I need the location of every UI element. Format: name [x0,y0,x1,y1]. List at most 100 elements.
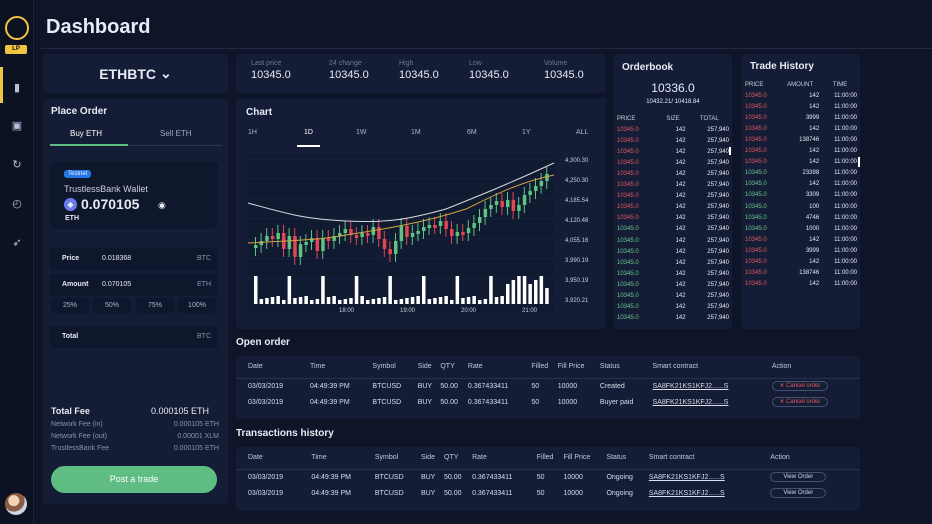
total-unit: BTC [197,333,211,340]
eth-icon: ◆ [64,198,77,211]
trade-history-table: PRICE AMOUNT TIME 10345.0 142 11:00:00 10345.0… [743,79,859,290]
cancel-order-button[interactable]: ✕ Cancel order [771,378,860,394]
table-row: 10345.0 23398 11:00:00 [743,168,859,179]
eye-icon[interactable]: ◉ [158,200,166,210]
post-trade-button[interactable]: Post a trade [51,466,217,493]
percent-25-button[interactable]: 25% [51,298,89,313]
column-header: Symbol [372,356,418,379]
column-header: Rate [467,356,532,379]
amount-value[interactable]: 0.070105 [102,281,132,288]
amount-label: Amount [62,281,89,288]
trade-price: 10345.0 [745,225,767,232]
price-value[interactable]: 0.018368 [102,255,132,262]
pair-selector[interactable]: ETHBTC ⌄ [43,54,228,93]
avatar[interactable] [5,493,27,515]
view-order-button[interactable]: View Order [770,469,860,485]
view-order-button[interactable]: View Order [770,488,827,498]
percent-100-button[interactable]: 100% [178,298,216,313]
trade-time: 11:00:00 [834,247,857,254]
order-total: 257,940 [707,215,729,222]
cancel-order-button[interactable]: ✕ Cancel order [771,381,828,392]
table-row: 10345.0 3999 11:00:00 [743,245,859,256]
volume-bar [293,298,297,304]
range-1h[interactable]: 1H [248,129,257,136]
view-order-button[interactable]: View Order [770,472,827,483]
exchange-icon[interactable]: ↻ [12,159,22,171]
tab-sell[interactable]: Sell ETH [160,129,192,138]
y-tick-label: 4,055.16 [565,238,589,244]
dashboard-icon[interactable]: ▮ [13,82,21,94]
trade-price: 10345.0 [745,214,767,221]
volume-bar [534,280,538,304]
cancel-order-button[interactable]: ✕ Cancel order [771,394,860,410]
chart-panel: Chart 1H 1D 1W 1M 6M 1Y ALL 4,300.30 4,25… [236,98,606,329]
history-scrollbar[interactable] [858,157,860,167]
order-price: 10345.0 [617,171,639,178]
trade-amount: 138746 [799,137,820,144]
orderbook-scrollbar[interactable] [729,147,731,155]
range-1d[interactable]: 1D [304,129,313,136]
trade-time: 11:00:00 [834,236,857,243]
range-all[interactable]: ALL [576,129,589,136]
trade-amount: 3309 [805,192,820,199]
trade-amount: 138746 [799,270,820,277]
trade-time: 11:00:00 [834,92,857,99]
order-total: 257,940 [707,204,729,211]
range-1w[interactable]: 1W [356,129,367,136]
cancel-order-button[interactable]: ✕ Cancel order [771,397,828,407]
volume-bar [321,276,325,304]
trade-price: 10345.0 [745,259,767,266]
price-field[interactable]: Price 0.018368 BTC [50,248,218,270]
trade-time: 11:00:00 [834,270,857,277]
transactions-table: Date Time Symbol Side QTY Rate Filled Fill Pric… [236,447,860,501]
wallet-card[interactable]: Testnet TrustlessBank Wallet ◆ 0.070105 … [50,161,218,229]
amount-field[interactable]: Amount 0.070105 ETH [50,274,218,296]
smart-contract-link[interactable]: SA8FK21KS1KFJ2......S [652,382,729,390]
table-header: PRICE SIZE TOTAL [615,113,731,124]
volume-bar [545,288,549,304]
table-row: 10345.0 142 257,940 [615,302,731,313]
total-header: TOTAL [699,115,719,122]
total-field[interactable]: Total BTC [50,326,218,348]
rocket-icon[interactable]: ➶ [12,237,22,249]
transactions-panel: Date Time Symbol Side QTY Rate Filled Fill Pric… [236,447,860,511]
view-order-button[interactable]: View Order [770,485,860,501]
range-6m[interactable]: 6M [467,129,477,136]
tab-buy[interactable]: Buy ETH [70,129,103,138]
smart-contract-link[interactable]: SA8FK21KS1KFJ2......S [648,489,725,497]
range-1m[interactable]: 1M [411,129,421,136]
volume-bar [528,284,532,304]
volume-bar [522,276,527,304]
fee-value: 0.000105 ETH [151,406,210,416]
smart-contract-link[interactable]: SA8FK21KS1KFJ2......S [648,473,725,481]
table-cell: 0.367433411 [472,489,513,497]
table-cell: 03/03/2019 [248,382,284,390]
volume-bar [377,298,381,304]
table-cell: 10000 [557,382,578,390]
table-row: 10345.0 142 257,940 [615,146,731,157]
history-icon[interactable]: ◴ [12,198,22,210]
table-row: 03/03/2019 04:49:39 PM BTCUSD BUY 50.00 0.367… [236,378,860,394]
wallet-icon[interactable]: ▣ [11,120,23,132]
column-header: Date [236,447,312,470]
volume-bar [282,300,286,304]
wallet-balance: 0.070105 [81,196,140,212]
percent-50-button[interactable]: 50% [93,298,131,313]
table-row: 10345.0 142 11:00:00 [743,101,859,112]
smart-contract-link[interactable]: SA8FK21KS1KFJ2......S [652,398,729,406]
table-header: PRICE AMOUNT TIME [743,79,859,90]
column-header: Date [236,356,310,379]
candle-body [349,229,353,235]
table-row: 10345.0 142 257,940 [615,180,731,191]
orderbook-title: Orderbook [622,62,674,73]
table-cell: BTCUSD [374,473,404,481]
trade-price: 10345.0 [745,247,767,254]
table-cell: 50.00 [440,398,458,406]
candle-body [304,242,308,245]
trade-amount: 3999 [805,114,820,121]
trade-price: 10345.0 [745,181,767,188]
range-1y[interactable]: 1Y [522,129,531,136]
table-row: 10345.0 142 11:00:00 [743,279,859,290]
percent-75-button[interactable]: 75% [136,298,174,313]
volume-bar [444,296,448,304]
